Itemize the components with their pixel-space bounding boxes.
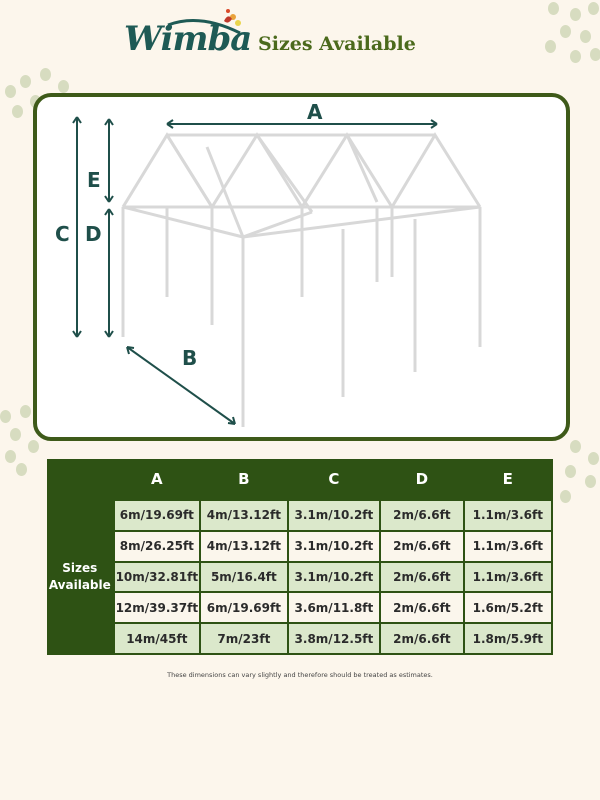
footnote: These dimensions can vary slightly and t… — [167, 671, 433, 679]
label-b: B — [182, 346, 197, 370]
cell: 5m/16.4ft — [199, 560, 289, 594]
table-row: 12m/39.37ft 6m/19.69ft 3.6m/11.8ft 2m/6.… — [47, 591, 554, 625]
table-row: 10m/32.81ft 5m/16.4ft 3.1m/10.2ft 2m/6.6… — [47, 560, 554, 594]
logo-text: Wimba — [124, 19, 252, 59]
page-title: Sizes Available — [258, 33, 416, 55]
column-header: B — [238, 470, 250, 488]
dimension-arrows — [72, 116, 438, 425]
cell: 1.1m/3.6ft — [462, 499, 554, 532]
column-header: E — [502, 470, 513, 488]
cell: 4m/13.12ft — [199, 499, 289, 532]
flame-icon — [167, 9, 241, 35]
cell: 6m/19.69ft — [199, 591, 289, 625]
cell: 2m/6.6ft — [379, 499, 465, 532]
label-e: E — [87, 168, 101, 192]
cell: 2m/6.6ft — [379, 529, 465, 563]
label-d: D — [85, 222, 102, 246]
row-header: Sizes Available — [47, 500, 114, 654]
cell: 1.8m/5.9ft — [462, 622, 554, 655]
cell: 3.1m/10.2ft — [286, 560, 382, 594]
tent-diagram: A B C D E — [33, 93, 570, 441]
cell: 2m/6.6ft — [379, 560, 465, 594]
cell: 1.1m/3.6ft — [462, 560, 554, 594]
cell: 3.6m/11.8ft — [286, 591, 382, 625]
cell: 2m/6.6ft — [379, 591, 465, 625]
cell: 4m/13.12ft — [199, 529, 289, 563]
cell: 7m/23ft — [199, 622, 289, 655]
table-header-row: A B C D E — [47, 459, 552, 500]
table-row: Sizes Available 6m/19.69ft 4m/13.12ft 3.… — [47, 499, 554, 654]
cell: 6m/19.69ft — [112, 499, 202, 532]
cell: 3.1m/10.2ft — [286, 499, 382, 532]
column-header: A — [151, 470, 163, 488]
tent-frame — [121, 132, 482, 427]
cell: 12m/39.37ft — [112, 591, 202, 625]
cell: 3.8m/12.5ft — [286, 622, 382, 655]
header: Wimba Sizes Available — [120, 5, 440, 65]
sizes-table: A B C D E Sizes Available 6m/19.69ft 4m/… — [47, 459, 554, 655]
cell: 10m/32.81ft — [112, 560, 202, 594]
wimba-logo: Wimba — [120, 5, 252, 65]
cell: 14m/45ft — [112, 622, 202, 655]
cell: 3.1m/10.2ft — [286, 529, 382, 563]
table-row: 14m/45ft 7m/23ft 3.8m/12.5ft 2m/6.6ft 1.… — [47, 622, 554, 655]
label-c: C — [55, 222, 70, 246]
cell: 8m/26.25ft — [112, 529, 202, 563]
table-row: 8m/26.25ft 4m/13.12ft 3.1m/10.2ft 2m/6.6… — [47, 529, 554, 563]
column-header: D — [415, 470, 429, 488]
cell: 1.6m/5.2ft — [462, 591, 554, 625]
label-a: A — [307, 100, 323, 124]
cell: 2m/6.6ft — [379, 622, 465, 655]
cell: 1.1m/3.6ft — [462, 529, 554, 563]
column-header: C — [328, 470, 340, 488]
